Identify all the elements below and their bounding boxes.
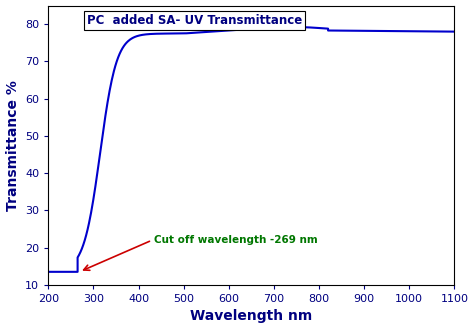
- Text: PC  added SA- UV Transmittance: PC added SA- UV Transmittance: [87, 14, 302, 27]
- Text: Cut off wavelength -269 nm: Cut off wavelength -269 nm: [155, 235, 318, 245]
- X-axis label: Wavelength nm: Wavelength nm: [190, 310, 312, 323]
- Y-axis label: Transmittance %: Transmittance %: [6, 80, 19, 211]
